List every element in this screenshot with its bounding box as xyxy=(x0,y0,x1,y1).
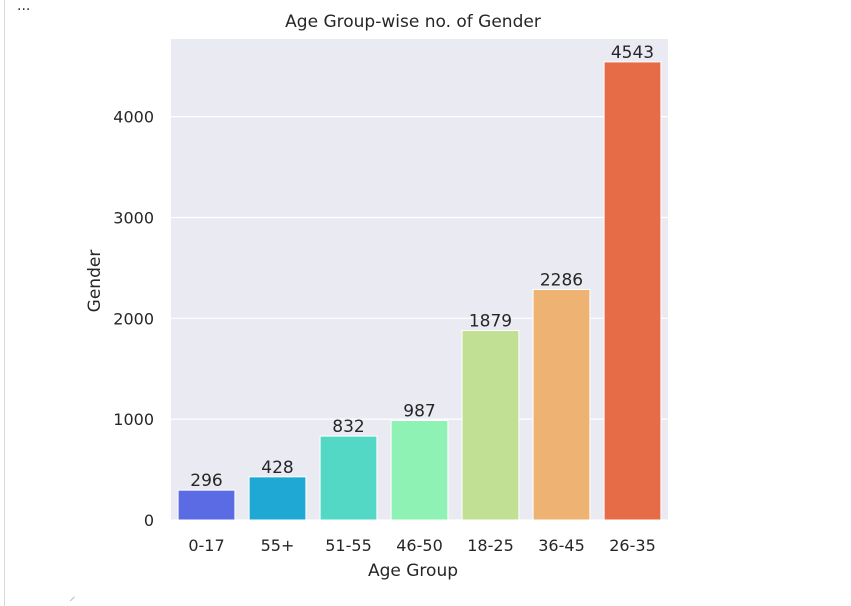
y-axis-ticks: 0 1000 2000 3000 4000 xyxy=(113,108,154,530)
bar-value-label: 2286 xyxy=(540,270,583,290)
bar-18-25 xyxy=(461,330,520,521)
x-tick-label: 36-45 xyxy=(538,536,585,555)
bar-value-label: 1879 xyxy=(469,312,512,332)
x-tick-label: 46-50 xyxy=(396,536,443,555)
y-tick-label: 0 xyxy=(144,511,154,530)
bar-0-17 xyxy=(177,489,236,521)
bar-51-55 xyxy=(319,435,378,521)
bar-36-45 xyxy=(532,288,591,521)
x-tick-label: 18-25 xyxy=(467,536,514,555)
bar-46-50 xyxy=(390,419,449,521)
bar-value-label: 832 xyxy=(332,417,364,437)
bar-value-label: 4543 xyxy=(611,43,654,63)
data-labels: 296 428 832 987 1879 2286 4543 xyxy=(190,43,654,491)
x-axis-ticks: 0-17 55+ 51-55 46-50 18-25 36-45 26-35 xyxy=(188,536,655,555)
chart-title: Age Group-wise no. of Gender xyxy=(285,12,541,32)
y-tick-label: 1000 xyxy=(113,410,154,429)
y-axis-label: Gender xyxy=(85,250,105,313)
x-tick-label: 55+ xyxy=(261,536,295,555)
bar-value-label: 987 xyxy=(403,401,435,421)
output-overflow-label: ... xyxy=(17,0,31,14)
bar-55+ xyxy=(248,476,307,521)
y-tick-label: 2000 xyxy=(113,309,154,328)
x-axis-label: Age Group xyxy=(368,561,458,581)
bar-value-label: 428 xyxy=(261,458,293,478)
x-tick-label: 51-55 xyxy=(325,536,372,555)
cell-border xyxy=(4,0,5,606)
bar-26-35 xyxy=(603,61,662,521)
y-tick-label: 3000 xyxy=(113,208,154,227)
bars xyxy=(177,61,662,521)
x-tick-label: 26-35 xyxy=(609,536,656,555)
x-tick-label: 0-17 xyxy=(188,536,224,555)
bar-value-label: 296 xyxy=(190,471,222,491)
y-tick-label: 4000 xyxy=(113,108,154,127)
